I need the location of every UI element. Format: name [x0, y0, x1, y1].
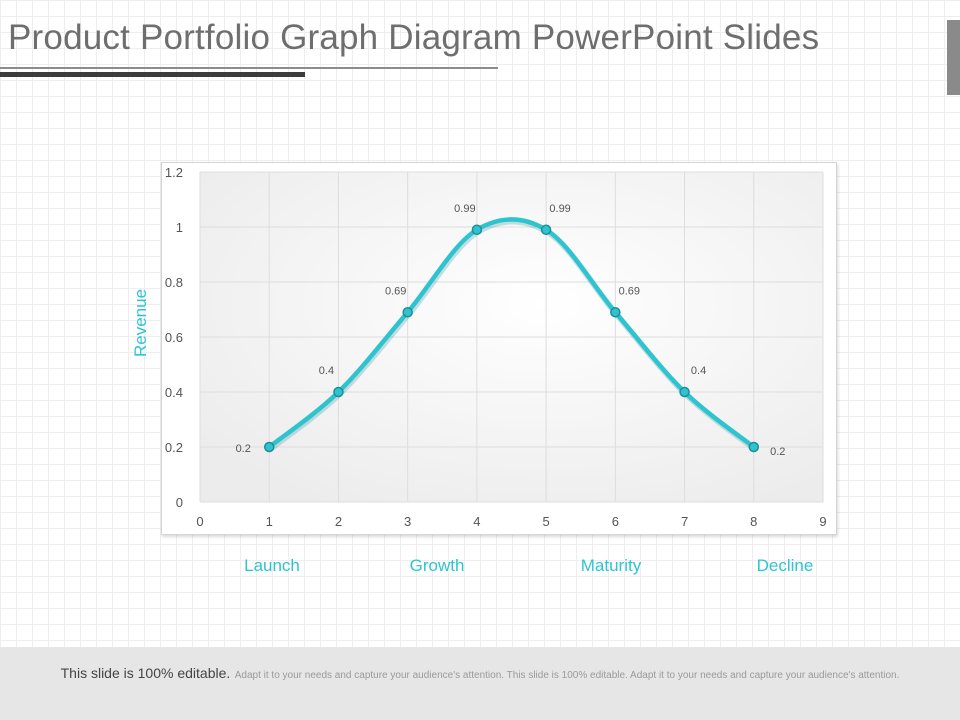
data-label: 0.99 — [454, 203, 475, 215]
slide-title: Product Portfolio Graph Diagram PowerPoi… — [8, 18, 820, 57]
title-underline-thin — [0, 67, 498, 69]
x-tick-label: 6 — [612, 514, 619, 529]
data-point — [402, 307, 413, 318]
x-tick-label: 4 — [473, 514, 480, 529]
stage-label-launch: Launch — [244, 556, 300, 575]
data-label: 0.69 — [385, 285, 406, 297]
stage-label-growth: Growth — [409, 556, 465, 575]
data-label: 0.69 — [619, 285, 640, 297]
corner-accent-bar — [947, 20, 960, 95]
data-point — [471, 224, 483, 235]
x-tick-label: 2 — [335, 514, 342, 529]
x-tick-label: 1 — [266, 514, 273, 529]
x-tick-label: 8 — [750, 514, 757, 529]
data-label: 0.2 — [770, 446, 785, 458]
data-label: 0.2 — [236, 443, 251, 455]
y-tick-label: 0.2 — [165, 440, 183, 455]
data-label: 0.99 — [549, 203, 570, 215]
y-tick-label: 0.4 — [165, 385, 183, 400]
y-tick-label: 1.2 — [165, 165, 183, 180]
y-tick-label: 0.6 — [165, 330, 183, 345]
x-tick-label: 3 — [404, 514, 411, 529]
x-tick-label: 5 — [542, 514, 549, 529]
title-underline-thick — [0, 72, 305, 77]
data-point — [263, 441, 275, 453]
line-chart: 0 0.2 0.4 0.6 0.8 1 1.2 0 1 2 3 4 5 6 7 8 9 0.2 0.4 0.69 0.9… — [165, 165, 827, 529]
x-tick-label: 7 — [681, 514, 688, 529]
x-tick-label: 0 — [196, 514, 203, 529]
data-point — [679, 386, 690, 398]
footer: This slide is 100% editable. Adapt it to… — [0, 647, 960, 720]
data-point — [540, 224, 552, 235]
y-tick-label: 0 — [176, 495, 183, 510]
data-point — [748, 441, 760, 453]
stage-label-decline: Decline — [756, 556, 814, 575]
data-label: 0.4 — [691, 365, 706, 377]
stage-label-maturity: Maturity — [580, 556, 642, 575]
y-tick-label: 1 — [176, 220, 183, 235]
footer-main-text: This slide is 100% editable. — [60, 665, 231, 681]
data-point — [610, 307, 621, 318]
x-tick-label: 9 — [819, 514, 826, 529]
data-point — [333, 386, 344, 398]
data-label: 0.4 — [319, 365, 334, 377]
series-line — [266, 217, 757, 450]
y-axis-label: Revenue — [131, 288, 150, 358]
footer-sub-text: Adapt it to your needs and capture your … — [234, 670, 900, 681]
y-tick-label: 0.8 — [165, 275, 183, 290]
